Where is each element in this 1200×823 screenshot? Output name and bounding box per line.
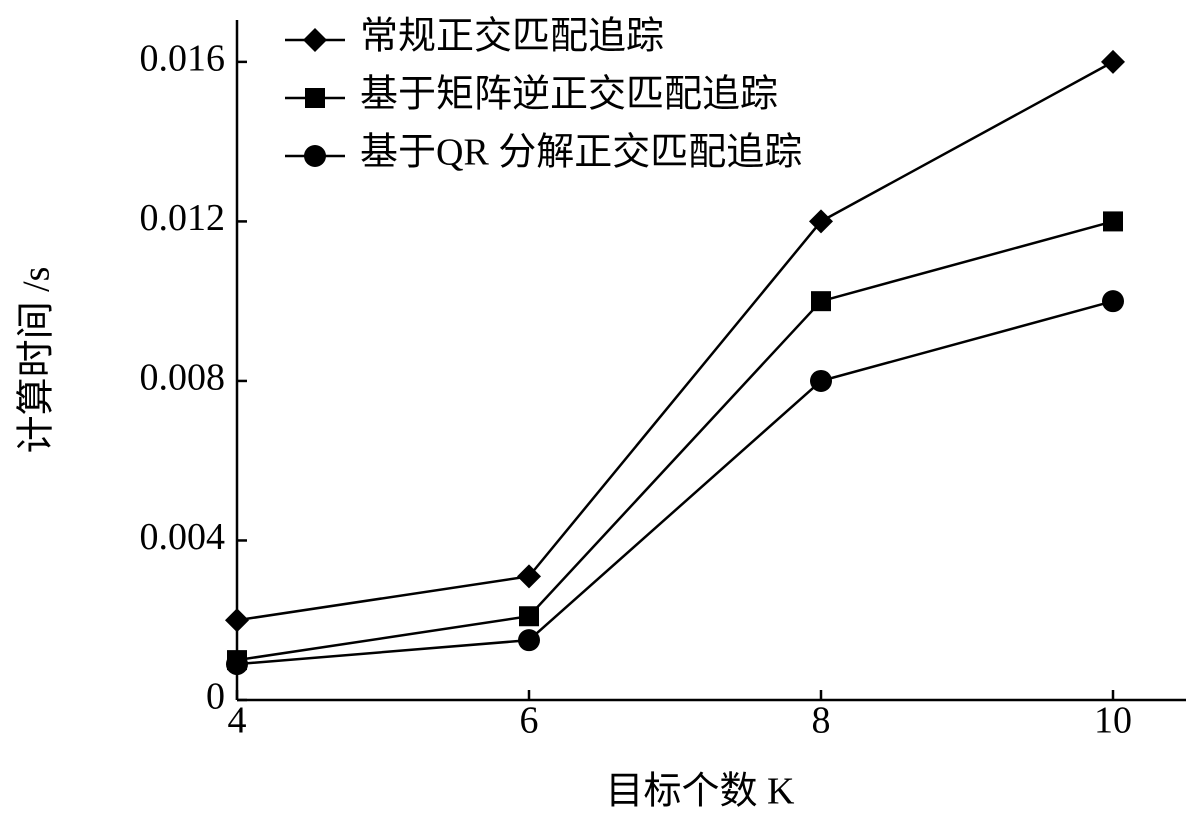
x-tick-label: 8 bbox=[812, 700, 831, 742]
marker bbox=[225, 608, 249, 633]
marker bbox=[1102, 290, 1124, 313]
y-tick-label: 0.004 bbox=[140, 516, 226, 558]
marker bbox=[517, 564, 541, 589]
marker bbox=[1103, 211, 1123, 232]
y-tick-label: 0.016 bbox=[140, 38, 226, 80]
x-tick-label: 10 bbox=[1094, 700, 1132, 742]
y-tick-label: 0.012 bbox=[140, 197, 226, 239]
marker bbox=[809, 209, 833, 234]
series-line bbox=[236, 220, 1114, 662]
x-tick-label: 6 bbox=[520, 700, 539, 742]
y-tick-label: 0.008 bbox=[140, 357, 226, 399]
y-tick-label: 0 bbox=[206, 676, 225, 718]
y-axis-label: 计算时间 /s bbox=[16, 267, 58, 454]
marker bbox=[519, 606, 539, 627]
legend-label: 常规正交匹配追踪 bbox=[360, 16, 664, 58]
legend-label: 基于矩阵逆正交匹配追踪 bbox=[360, 74, 778, 116]
series-line bbox=[236, 299, 1114, 666]
series-line bbox=[236, 60, 1114, 622]
marker bbox=[810, 369, 832, 392]
marker bbox=[304, 145, 326, 167]
x-axis-label: 目标个数 K bbox=[606, 771, 796, 813]
legend-label: 基于QR 分解正交匹配追踪 bbox=[360, 132, 802, 174]
marker bbox=[518, 629, 540, 652]
marker bbox=[811, 291, 831, 312]
marker bbox=[305, 88, 325, 108]
x-tick-label: 4 bbox=[228, 700, 247, 742]
marker bbox=[1101, 49, 1125, 74]
marker bbox=[226, 653, 248, 676]
marker bbox=[303, 28, 327, 52]
